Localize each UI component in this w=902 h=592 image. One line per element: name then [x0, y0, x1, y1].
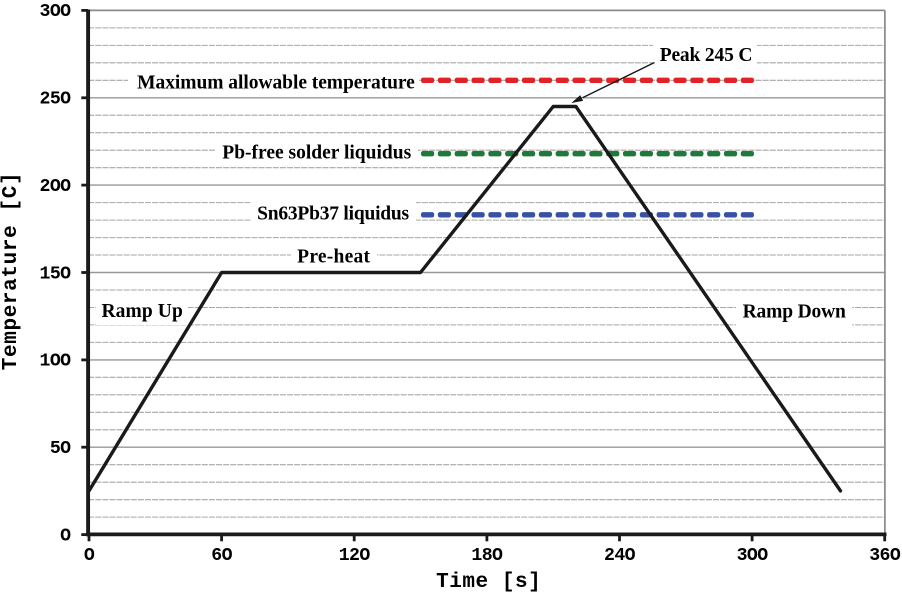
svg-text:15O: 15O — [40, 264, 72, 284]
svg-text:Sn63Pb37 liquidus: Sn63Pb37 liquidus — [257, 203, 409, 224]
svg-text:O: O — [84, 546, 95, 566]
svg-text:Ramp Down: Ramp Down — [743, 302, 846, 323]
svg-text:Maximum allowable temperature: Maximum allowable temperature — [137, 73, 415, 94]
svg-text:Time [s]: Time [s] — [436, 571, 541, 592]
svg-text:Pre-heat: Pre-heat — [297, 246, 370, 267]
svg-text:24O: 24O — [604, 546, 636, 566]
svg-text:O: O — [60, 526, 71, 546]
svg-text:1OO: 1OO — [40, 352, 72, 372]
svg-text:36O: 36O — [869, 546, 901, 566]
svg-text:12O: 12O — [339, 546, 371, 566]
svg-text:18O: 18O — [471, 546, 503, 566]
svg-text:2OO: 2OO — [40, 177, 72, 197]
svg-text:3OO: 3OO — [737, 546, 769, 566]
svg-text:Peak 245 C: Peak 245 C — [660, 45, 753, 66]
svg-text:Temperature [C]: Temperature [C] — [0, 172, 23, 370]
svg-text:3OO: 3OO — [40, 2, 72, 22]
svg-text:6O: 6O — [211, 546, 232, 566]
svg-text:Pb-free solder liquidus: Pb-free solder liquidus — [222, 142, 411, 163]
svg-text:5O: 5O — [50, 439, 71, 459]
svg-text:25O: 25O — [40, 90, 72, 110]
svg-text:Ramp Up: Ramp Up — [101, 301, 182, 322]
